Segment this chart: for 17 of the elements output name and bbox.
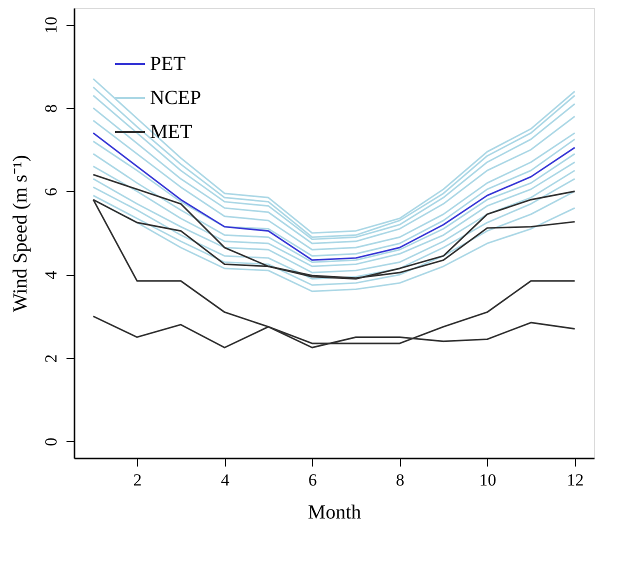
legend-label: PET — [150, 53, 186, 75]
x-tick-label: 2 — [133, 470, 142, 490]
y-tick-label: 2 — [42, 354, 60, 363]
legend-label: NCEP — [150, 87, 202, 109]
x-tick-label: 8 — [396, 470, 404, 490]
x-axis-title: Month — [308, 502, 362, 524]
legend-label: MET — [150, 121, 192, 143]
y-tick-label: 6 — [42, 188, 60, 196]
x-tick-label: 4 — [220, 470, 230, 490]
y-axis-title: Wind Speed (m s⁻¹) — [10, 154, 32, 312]
y-tick-label: 8 — [42, 104, 60, 113]
y-tick-label: 4 — [42, 270, 60, 280]
y-tick-label: 0 — [42, 438, 60, 446]
x-tick-label: 10 — [479, 470, 496, 490]
y-tick-label: 10 — [42, 16, 60, 34]
x-tick-label: 12 — [566, 470, 584, 490]
x-tick-label: 6 — [308, 470, 317, 490]
